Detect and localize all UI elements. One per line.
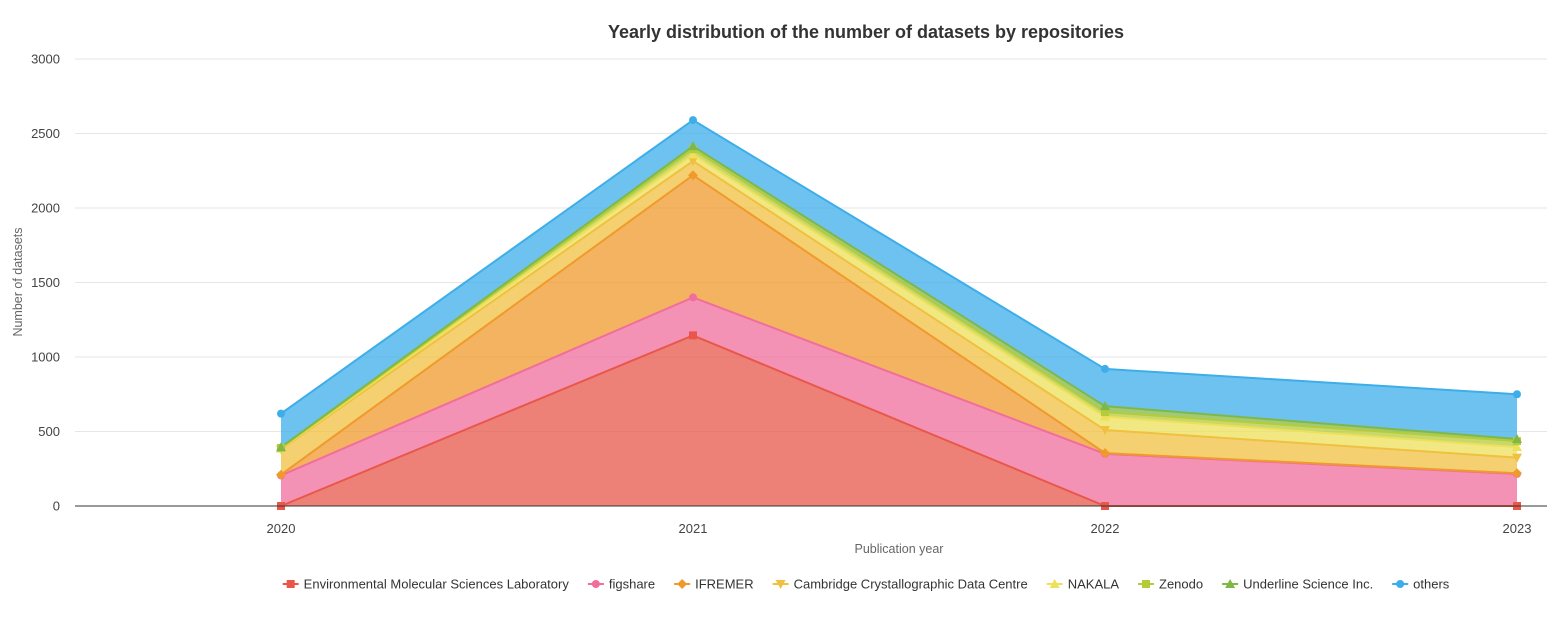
data-point-marker[interactable] bbox=[688, 141, 698, 151]
data-point-marker[interactable] bbox=[688, 170, 698, 181]
legend-item[interactable]: Zenodo bbox=[1138, 577, 1203, 592]
x-tick-label: 2022 bbox=[1091, 521, 1120, 536]
legend-marker[interactable] bbox=[677, 579, 688, 589]
series-line bbox=[280, 173, 1518, 476]
data-point-marker[interactable] bbox=[276, 442, 286, 452]
y-tick-label: 1500 bbox=[31, 275, 60, 290]
line-layer bbox=[280, 118, 1518, 507]
legend-item[interactable]: others bbox=[1392, 577, 1450, 592]
legend-label: Cambridge Crystallographic Data Centre bbox=[794, 577, 1028, 592]
legend-marker[interactable] bbox=[591, 580, 600, 588]
data-point-marker[interactable] bbox=[688, 157, 698, 167]
legend-marker[interactable] bbox=[1142, 580, 1151, 588]
series-line bbox=[280, 118, 1518, 415]
series-line bbox=[280, 159, 1518, 459]
y-tick-label: 2500 bbox=[31, 126, 60, 141]
series-area[interactable] bbox=[281, 154, 1517, 458]
series-line bbox=[280, 147, 1518, 449]
legend-label: Zenodo bbox=[1159, 577, 1203, 592]
chart-title: Yearly distribution of the number of dat… bbox=[608, 22, 1124, 42]
data-point-marker[interactable] bbox=[1513, 390, 1521, 399]
data-point-marker[interactable] bbox=[689, 293, 697, 302]
legend-label: Underline Science Inc. bbox=[1243, 577, 1373, 592]
data-point-marker[interactable] bbox=[1100, 401, 1110, 411]
data-point-marker[interactable] bbox=[1512, 468, 1522, 479]
marker-layer bbox=[276, 116, 1522, 510]
legend-item[interactable]: figshare bbox=[587, 577, 655, 592]
series-area[interactable] bbox=[281, 161, 1517, 475]
legend[interactable]: Environmental Molecular Sciences Laborat… bbox=[282, 577, 1450, 592]
legend-label: IFREMER bbox=[695, 577, 754, 592]
data-point-marker[interactable] bbox=[1512, 433, 1522, 443]
series-line bbox=[280, 144, 1518, 448]
legend-marker[interactable] bbox=[1049, 579, 1060, 588]
series-area[interactable] bbox=[281, 120, 1517, 448]
series-area[interactable] bbox=[281, 297, 1517, 506]
legend-label: Environmental Molecular Sciences Laborat… bbox=[304, 577, 570, 592]
y-tick-label: 1000 bbox=[31, 350, 60, 365]
legend-item[interactable]: Environmental Molecular Sciences Laborat… bbox=[282, 577, 570, 592]
data-point-marker[interactable] bbox=[1512, 453, 1522, 463]
legend-label: NAKALA bbox=[1068, 577, 1120, 592]
series-line bbox=[280, 153, 1518, 450]
legend-label: figshare bbox=[609, 577, 655, 592]
y-tick-label: 500 bbox=[38, 424, 60, 439]
legend-label: others bbox=[1413, 577, 1450, 592]
axis-layer: 0 500 1000 1500 2000 2500 3000 2020 2021 2022 2023 bbox=[31, 52, 1547, 536]
data-point-marker[interactable] bbox=[1512, 442, 1522, 452]
data-point-marker[interactable] bbox=[689, 331, 697, 340]
legend-marker[interactable] bbox=[1396, 580, 1405, 588]
data-point-marker[interactable] bbox=[277, 409, 285, 418]
y-tick-label: 3000 bbox=[31, 52, 60, 67]
data-point-marker[interactable] bbox=[688, 149, 698, 159]
legend-marker[interactable] bbox=[286, 580, 295, 588]
legend-item[interactable]: IFREMER bbox=[674, 577, 754, 592]
legend-marker[interactable] bbox=[775, 580, 786, 589]
legend-item[interactable]: Cambridge Crystallographic Data Centre bbox=[772, 577, 1028, 592]
data-point-marker[interactable] bbox=[276, 469, 286, 480]
legend-item[interactable]: NAKALA bbox=[1046, 577, 1120, 592]
y-tick-label: 2000 bbox=[31, 201, 60, 216]
x-axis-title: Publication year bbox=[855, 542, 944, 556]
legend-item[interactable]: Underline Science Inc. bbox=[1222, 577, 1373, 592]
legend-marker[interactable] bbox=[1225, 579, 1236, 588]
x-tick-label: 2023 bbox=[1503, 521, 1532, 536]
x-tick-label: 2020 bbox=[267, 521, 296, 536]
data-point-marker[interactable] bbox=[689, 116, 697, 125]
y-axis-title: Number of datasets bbox=[11, 227, 25, 336]
data-point-marker[interactable] bbox=[1101, 364, 1109, 373]
y-tick-label: 0 bbox=[53, 499, 60, 514]
data-point-marker[interactable] bbox=[1100, 426, 1110, 436]
data-point-marker[interactable] bbox=[1100, 448, 1110, 459]
data-point-marker[interactable] bbox=[1101, 408, 1109, 417]
x-tick-label: 2021 bbox=[679, 521, 708, 536]
